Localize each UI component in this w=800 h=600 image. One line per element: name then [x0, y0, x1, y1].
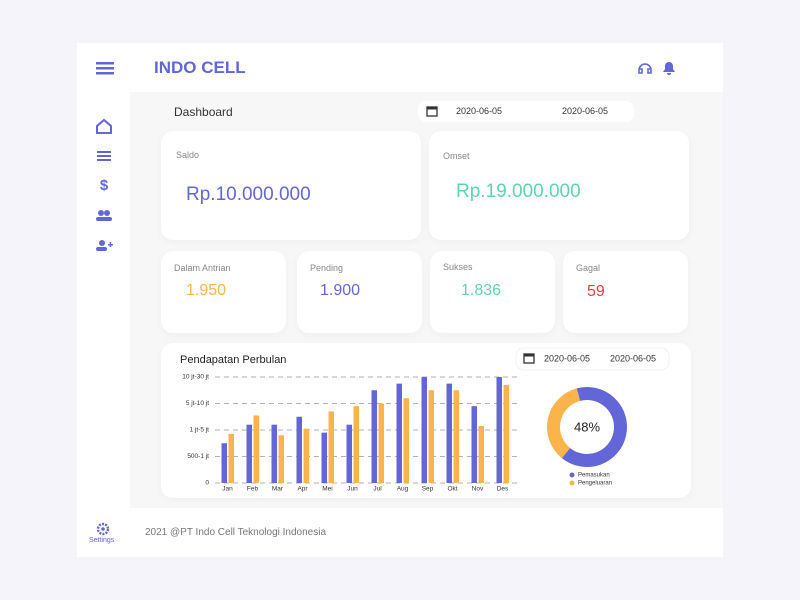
- card-label: Omset: [443, 151, 470, 161]
- bar: [378, 403, 384, 483]
- stat-label: Dalam Antrian: [174, 263, 231, 273]
- legend-swatch: [569, 480, 575, 486]
- bar: [296, 416, 302, 483]
- svg-text:$: $: [100, 177, 109, 194]
- stat-card: [430, 251, 555, 333]
- footer: 2021 @PT Indo Cell Teknologi Indonesia: [145, 527, 327, 538]
- bar: [253, 415, 259, 483]
- bar: [421, 377, 427, 483]
- calendar-icon: [524, 354, 534, 357]
- bar: [478, 426, 484, 483]
- omset-card: [429, 131, 689, 240]
- bar: [496, 377, 502, 483]
- bar: [321, 432, 327, 483]
- y-tick-label: 5 jt-10 jt: [186, 400, 209, 407]
- chart-title: Pendapatan Perbulan: [180, 354, 286, 366]
- x-tick-label: Jul: [373, 486, 382, 493]
- donut-center-label: 48%: [574, 419, 600, 434]
- x-tick-label: Apr: [297, 486, 308, 493]
- date-to[interactable]: 2020-06-05: [562, 106, 609, 116]
- card-label: Saldo: [176, 150, 200, 160]
- stat-card: [563, 251, 688, 333]
- card-value: Rp.19.000.000: [456, 181, 581, 202]
- stat-value: 1.836: [461, 282, 502, 299]
- settings-icon[interactable]: [96, 522, 110, 536]
- donut-slice: [561, 387, 627, 467]
- stat-value: 1.900: [320, 282, 361, 299]
- brand: INDO CELL: [154, 58, 246, 77]
- bar: [503, 384, 509, 483]
- chart-date-from[interactable]: 2020-06-05: [544, 353, 590, 363]
- stat-card: [161, 251, 286, 333]
- bar: [328, 411, 334, 483]
- x-tick-label: Jan: [222, 486, 233, 493]
- donut-slice: [547, 388, 581, 459]
- dashboard-title: Dashboard: [174, 105, 233, 119]
- date-from[interactable]: 2020-06-05: [456, 106, 503, 116]
- card-value: Rp.10.000.000: [186, 184, 311, 205]
- calendar-icon: [426, 106, 438, 117]
- bar: [346, 424, 352, 483]
- x-tick-label: Jun: [347, 486, 358, 493]
- legend-label: Pemasukan: [578, 473, 610, 479]
- bar: [396, 383, 402, 483]
- stat-label: Pending: [310, 263, 344, 273]
- chart: Pendapatan Perbulan 2020-06-05 2020-06-0…: [180, 347, 670, 493]
- bar: [303, 428, 309, 483]
- x-tick-label: Mei: [322, 486, 332, 493]
- bar: [246, 424, 252, 483]
- x-tick-label: Aug: [397, 486, 409, 493]
- chart-date-range[interactable]: [515, 347, 670, 371]
- x-tick-label: Feb: [247, 486, 259, 493]
- legend-label: Pengeluaran: [578, 481, 612, 487]
- stat-value: 1.950: [186, 282, 227, 299]
- x-tick-label: Des: [497, 486, 509, 493]
- bar: [278, 435, 284, 483]
- menu-icon[interactable]: [94, 60, 116, 76]
- y-tick-label: 10 jt-30 jt: [182, 374, 209, 381]
- bar: [371, 390, 377, 483]
- bar: [228, 433, 234, 483]
- x-tick-label: Nov: [472, 486, 484, 493]
- y-tick-label: 0: [205, 480, 209, 487]
- bar: [428, 390, 434, 483]
- stat-card: [297, 251, 422, 333]
- legend-swatch: [569, 472, 575, 478]
- bar: [471, 406, 477, 483]
- x-tick-label: Mar: [272, 486, 284, 493]
- top-icons[interactable]: [636, 60, 678, 76]
- x-tick-label: Sep: [422, 486, 434, 493]
- saldo-card: [161, 131, 421, 240]
- bar: [271, 424, 277, 483]
- bar: [453, 390, 459, 483]
- bar: [403, 398, 409, 483]
- x-tick-label: Okt: [447, 486, 457, 493]
- stat-value: 59: [587, 283, 605, 300]
- bar: [446, 383, 452, 483]
- bar: [353, 406, 359, 483]
- y-tick-label: 1 jt-5 jt: [189, 427, 209, 434]
- y-tick-label: 500-1 jt: [187, 453, 209, 460]
- settings-label[interactable]: Settings: [89, 537, 115, 544]
- bar: [221, 443, 227, 483]
- chart-date-to[interactable]: 2020-06-05: [610, 353, 656, 363]
- stat-label: Sukses: [443, 262, 473, 272]
- date-range[interactable]: [418, 101, 634, 122]
- sidebar-icons[interactable]: $: [94, 116, 114, 256]
- stat-label: Gagal: [576, 263, 601, 273]
